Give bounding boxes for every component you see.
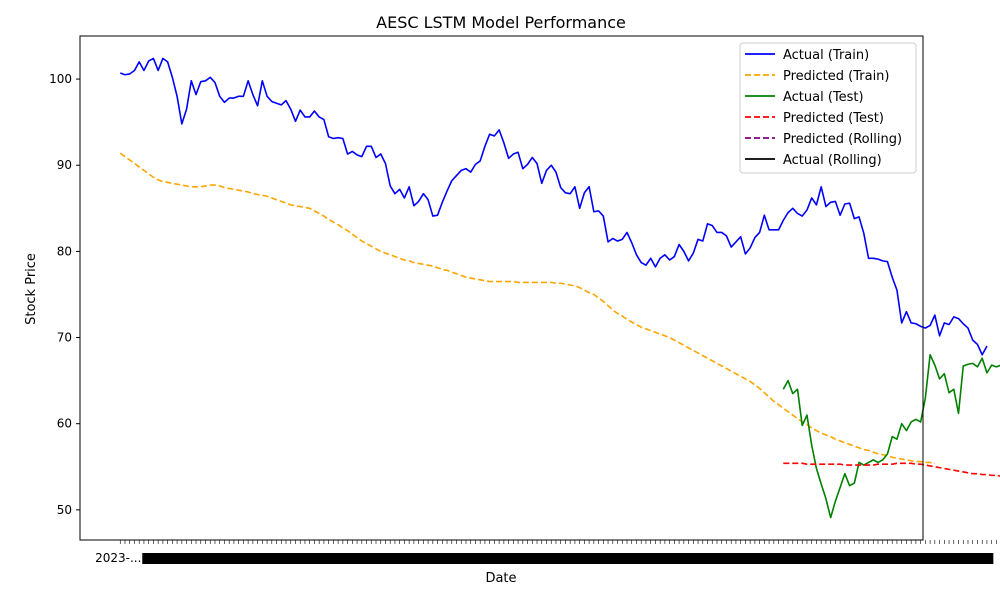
y-tick-label: 90 xyxy=(57,158,72,172)
legend-label-predicted-rolling: Predicted (Rolling) xyxy=(783,132,902,147)
x-axis-ticks: 2023-...202...0 xyxy=(95,540,997,565)
x-tick-label-band xyxy=(142,553,994,564)
y-tick-label: 50 xyxy=(57,503,72,517)
series-line-predicted-train xyxy=(119,152,935,465)
series-line-actual-test xyxy=(782,353,1000,519)
series-line-actual-train xyxy=(119,57,988,356)
legend-label-predicted-train: Predicted (Train) xyxy=(783,69,890,84)
y-tick-label: 100 xyxy=(49,72,72,86)
y-tick-label: 60 xyxy=(57,417,72,431)
legend-label-actual-rolling: Actual (Rolling) xyxy=(783,153,882,168)
y-axis-label: Stock Price xyxy=(24,253,39,325)
y-axis-ticks: 50 60 70 80 90 100 xyxy=(49,72,80,517)
legend: Actual (Train) Predicted (Train) Actual (T… xyxy=(739,42,917,174)
x-tick-label: 2023-... xyxy=(95,551,141,565)
y-tick-label: 80 xyxy=(57,244,72,258)
legend-label-actual-train: Actual (Train) xyxy=(783,48,869,63)
series-line-predicted-test xyxy=(783,462,1000,477)
chart-title: AESC LSTM Model Performance xyxy=(376,13,626,32)
y-tick-label: 70 xyxy=(57,331,72,345)
legend-label-predicted-test: Predicted (Test) xyxy=(783,111,884,126)
plot-frame xyxy=(79,35,924,541)
legend-box xyxy=(739,42,917,174)
plot-lines xyxy=(119,57,1000,519)
x-axis-label: Date xyxy=(485,571,516,586)
legend-label-actual-test: Actual (Test) xyxy=(783,90,864,105)
